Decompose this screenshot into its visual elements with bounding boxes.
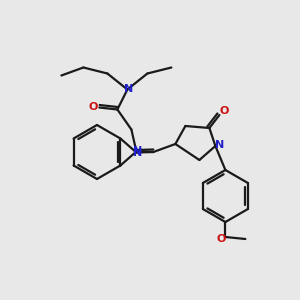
Text: N: N — [133, 148, 142, 158]
Text: O: O — [217, 234, 226, 244]
Text: N: N — [133, 146, 142, 155]
Text: N: N — [215, 140, 224, 150]
Text: N: N — [124, 83, 133, 94]
Text: O: O — [89, 103, 98, 112]
Text: O: O — [220, 106, 229, 116]
